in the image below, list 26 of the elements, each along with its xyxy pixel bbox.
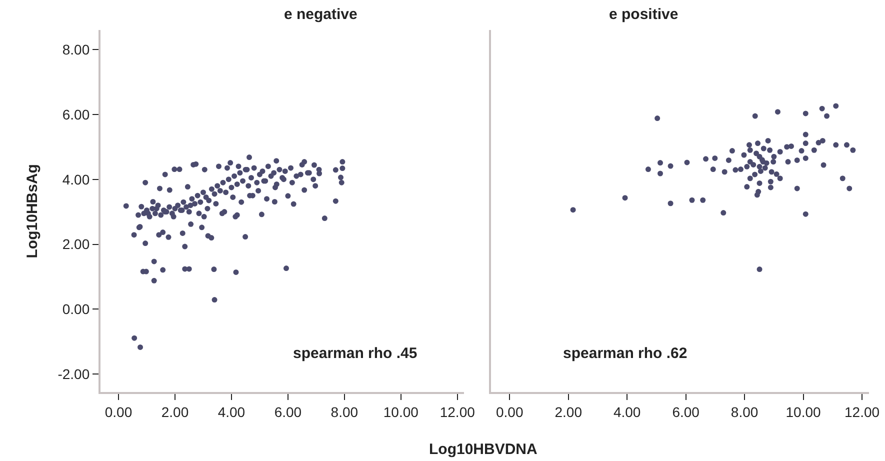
x-tick-label: 0.00 [496,404,524,420]
x-tick-label: 6.00 [274,404,302,420]
x-tick-label: 8.00 [730,404,758,420]
y-axis-title: Log10HBsAg [24,164,42,258]
x-tick-label: 10.00 [786,404,822,420]
x-tick-label: 12.00 [844,404,880,420]
x-tick-label: 4.00 [218,404,246,420]
y-tick-label: 0.00 [62,301,90,318]
x-tick-label: 12.00 [440,404,476,420]
y-tick-label: -2.00 [58,366,90,382]
y-tick-label: 4.00 [62,171,90,188]
x-tick-label: 2.00 [554,404,582,420]
x-tick-label: 0.00 [104,404,132,420]
chart-title: e negative [284,6,358,23]
annotation: spearman rho .45 [293,345,418,362]
x-tick-label: 2.00 [161,404,189,420]
x-tick-label: 8.00 [330,404,358,420]
y-tick-label: 6.00 [62,106,90,122]
x-tick-label: 10.00 [383,404,419,420]
annotation: spearman rho .62 [563,345,688,362]
y-tick-label: 2.00 [62,236,90,252]
y-tick-label: 8.00 [62,41,90,58]
x-axis-title: Log10HBVDNA [429,441,538,458]
x-tick-label: 6.00 [672,404,700,420]
chart-title: e positive [609,6,678,23]
x-tick-label: 4.00 [613,404,641,420]
